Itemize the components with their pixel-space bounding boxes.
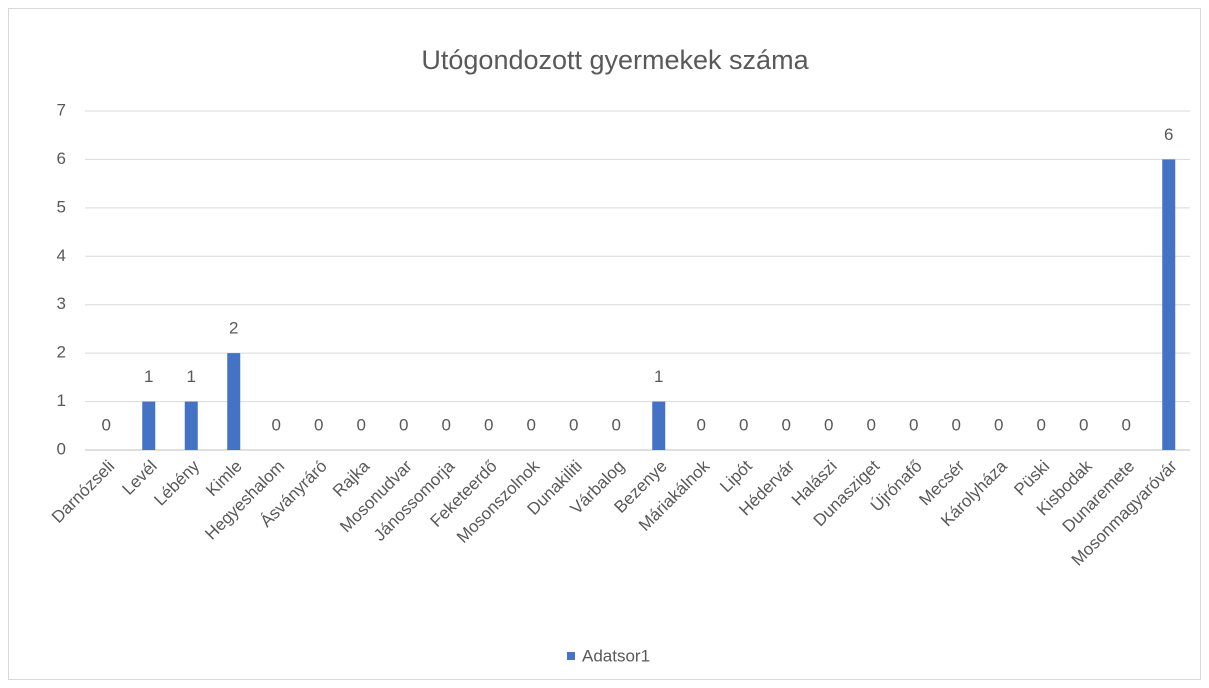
y-tick-label: 5: [57, 197, 66, 216]
data-label: 0: [314, 415, 323, 434]
data-label: 0: [1037, 415, 1046, 434]
data-label: 0: [612, 415, 621, 434]
bar: [184, 401, 198, 450]
data-label: 0: [824, 415, 833, 434]
y-tick-label: 0: [57, 439, 66, 458]
data-label: 1: [144, 367, 153, 386]
data-label: 0: [1079, 415, 1088, 434]
data-label: 0: [994, 415, 1003, 434]
data-label: 0: [1122, 415, 1131, 434]
y-tick-label: 2: [57, 343, 66, 362]
data-label: 0: [442, 415, 451, 434]
data-label: 1: [187, 367, 196, 386]
y-tick-label: 4: [57, 246, 66, 265]
bar: [1162, 159, 1176, 450]
data-label: 0: [867, 415, 876, 434]
chart-title: Utógondozott gyermekek száma: [421, 45, 809, 75]
data-label: 0: [272, 415, 281, 434]
bar: [227, 353, 241, 450]
bar: [652, 401, 666, 450]
data-label: 0: [399, 415, 408, 434]
bar: [142, 401, 156, 450]
y-tick-label: 1: [57, 391, 66, 410]
legend-label: Adatsor1: [582, 646, 650, 665]
data-label: 0: [102, 415, 111, 434]
data-label: 2: [229, 319, 238, 338]
data-label: 0: [484, 415, 493, 434]
y-tick-label: 3: [57, 294, 66, 313]
y-tick-label: 6: [57, 149, 66, 168]
data-label: 0: [952, 415, 961, 434]
data-label: 0: [569, 415, 578, 434]
data-label: 0: [782, 415, 791, 434]
data-label: 0: [357, 415, 366, 434]
data-label: 0: [909, 415, 918, 434]
chart-border: [8, 8, 1201, 680]
y-tick-label: 7: [57, 100, 66, 119]
data-label: 6: [1164, 125, 1173, 144]
data-label: 1: [654, 367, 663, 386]
data-label: 0: [739, 415, 748, 434]
legend-swatch: [567, 652, 575, 660]
data-label: 0: [697, 415, 706, 434]
data-label: 0: [527, 415, 536, 434]
